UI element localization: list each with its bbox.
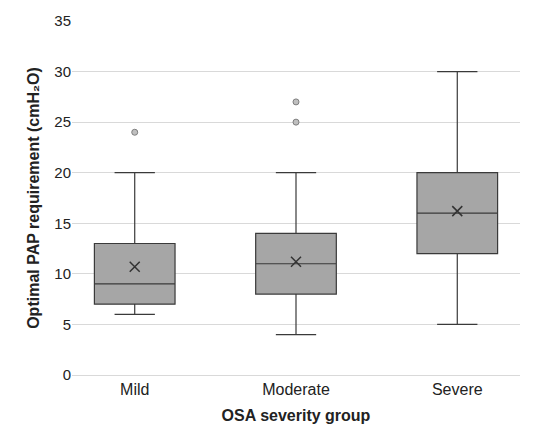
- svg-text:10: 10: [54, 265, 71, 282]
- svg-text:Mild: Mild: [120, 381, 149, 398]
- svg-text:OSA severity group: OSA severity group: [222, 407, 371, 424]
- svg-text:20: 20: [54, 164, 71, 181]
- svg-text:Optimal PAP requirement (cmH₂O: Optimal PAP requirement (cmH₂O): [25, 67, 42, 329]
- svg-text:Severe: Severe: [432, 381, 483, 398]
- svg-text:5: 5: [63, 316, 71, 333]
- svg-text:35: 35: [54, 12, 71, 29]
- svg-text:25: 25: [54, 113, 71, 130]
- svg-text:Moderate: Moderate: [262, 381, 330, 398]
- svg-text:15: 15: [54, 215, 71, 232]
- svg-text:0: 0: [63, 366, 71, 383]
- svg-text:30: 30: [54, 63, 71, 80]
